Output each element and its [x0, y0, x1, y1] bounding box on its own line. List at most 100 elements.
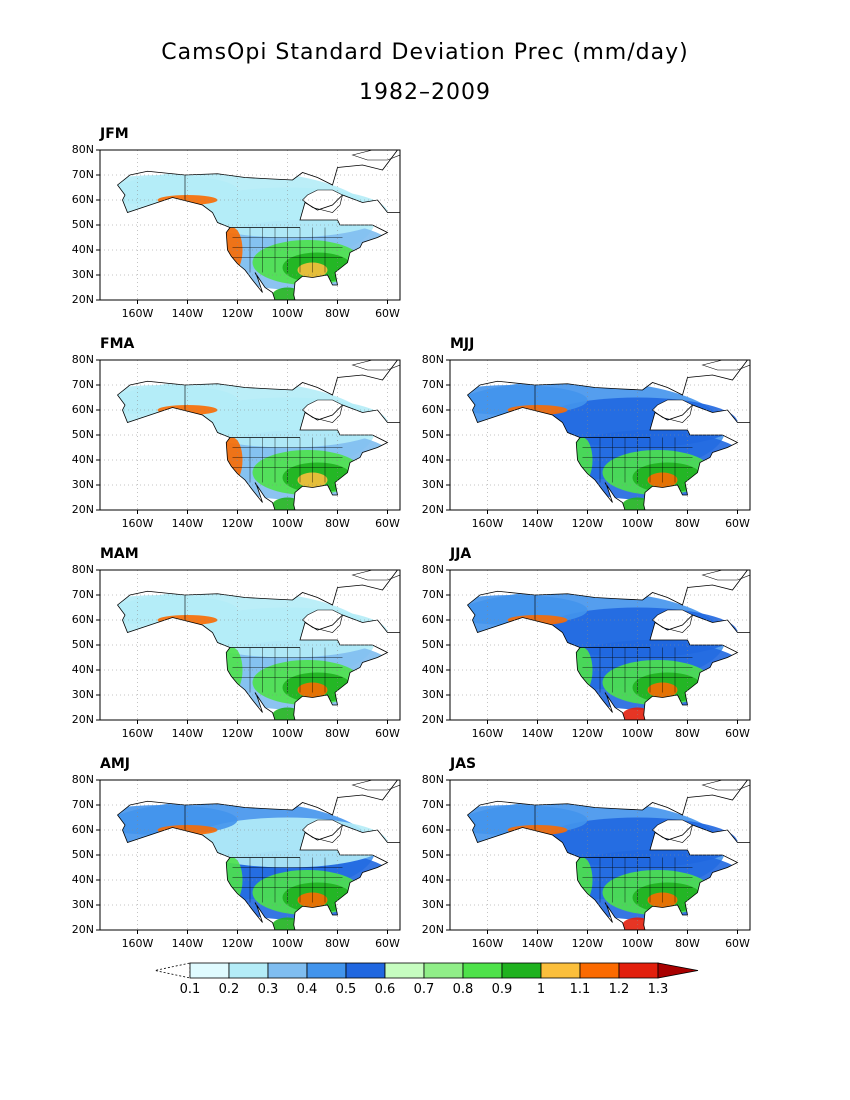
lat-tick-label: 50N — [421, 848, 444, 861]
lat-tick-label: 40N — [71, 663, 94, 676]
lon-tick-label: 160W — [121, 517, 154, 530]
lon-tick-label: 160W — [471, 727, 504, 740]
lat-tick-label: 30N — [71, 898, 94, 911]
lon-tick-label: 60W — [375, 937, 400, 950]
lon-tick-label: 100W — [271, 937, 304, 950]
colorbar-label: 0.1 — [179, 982, 201, 997]
lon-tick-label: 120W — [571, 727, 604, 740]
lat-tick-label: 20N — [71, 293, 94, 306]
panel-label: JJA — [450, 546, 472, 562]
lat-tick-label: 80N — [421, 773, 444, 786]
lon-tick-label: 160W — [471, 517, 504, 530]
chart-period: 1982–2009 — [359, 80, 491, 105]
lat-tick-label: 30N — [421, 688, 444, 701]
panel-label: FMA — [100, 336, 135, 352]
map-panel-amj: AMJ 80N 70N 60N 50N 40N 30N 20N 160W 140W 120W 100W… — [50, 756, 420, 960]
lat-tick-label: 30N — [421, 478, 444, 491]
lon-tick-label: 80W — [325, 517, 350, 530]
lon-tick-label: 60W — [725, 937, 750, 950]
lon-tick-label: 140W — [521, 937, 554, 950]
colorbar-swatch — [267, 962, 308, 979]
lat-tick-label: 60N — [71, 823, 94, 836]
lat-tick-label: 70N — [71, 378, 94, 391]
lat-tick-label: 50N — [421, 638, 444, 651]
map-panel-fma: FMA 80N 70N 60N 50N 40N 30N 20N 160W 140W 120W 100W… — [50, 336, 420, 540]
colorbar: 0.1 0.2 0.3 0.4 0.5 0.6 0.7 0.8 0.9 1 1.1 1.2 1.3 — [150, 960, 710, 1010]
lat-tick-label: 50N — [71, 428, 94, 441]
lat-tick-label: 30N — [71, 268, 94, 281]
lon-tick-label: 100W — [621, 517, 654, 530]
colorbar-label: 0.3 — [257, 982, 279, 997]
lat-tick-label: 80N — [421, 353, 444, 366]
panel-label: JAS — [450, 756, 477, 772]
lat-tick-label: 20N — [421, 923, 444, 936]
panel-label: AMJ — [100, 756, 130, 772]
colorbar-label: 0.2 — [218, 982, 240, 997]
panel-label: MJJ — [450, 336, 475, 352]
lon-tick-label: 80W — [325, 307, 350, 320]
lat-tick-label: 80N — [71, 143, 94, 156]
lat-tick-label: 40N — [71, 873, 94, 886]
lon-tick-label: 120W — [571, 517, 604, 530]
map-panel-jas: JAS 80N 70N 60N 50N 40N 30N 20N 160W 140W 120W 100W… — [400, 756, 770, 960]
lat-tick-label: 50N — [421, 428, 444, 441]
lon-tick-label: 100W — [271, 517, 304, 530]
lat-tick-label: 30N — [71, 688, 94, 701]
lon-tick-label: 140W — [521, 517, 554, 530]
lat-tick-label: 80N — [71, 353, 94, 366]
colorbar-label: 0.5 — [335, 982, 357, 997]
colorbar-swatch — [501, 962, 542, 979]
lon-tick-label: 120W — [571, 937, 604, 950]
colorbar-label: 0.9 — [491, 982, 513, 997]
lon-tick-label: 100W — [271, 727, 304, 740]
chart-title: CamsOpi Standard Deviation Prec (mm/day) — [161, 40, 689, 65]
lat-tick-label: 50N — [71, 218, 94, 231]
lat-tick-label: 60N — [71, 193, 94, 206]
colorbar-label: 0.8 — [452, 982, 474, 997]
colorbar-label: 1.2 — [608, 982, 630, 997]
colorbar-swatch — [423, 962, 464, 979]
colorbar-swatch — [579, 962, 620, 979]
colorbar-label: 0.4 — [296, 982, 318, 997]
lat-tick-label: 60N — [421, 823, 444, 836]
lat-tick-label: 70N — [421, 588, 444, 601]
lat-tick-label: 70N — [71, 168, 94, 181]
lon-tick-label: 140W — [171, 517, 204, 530]
lon-tick-label: 140W — [521, 727, 554, 740]
lat-tick-label: 40N — [71, 243, 94, 256]
lon-tick-label: 140W — [171, 727, 204, 740]
lat-tick-label: 60N — [71, 403, 94, 416]
lon-tick-label: 160W — [121, 727, 154, 740]
lat-tick-label: 50N — [71, 848, 94, 861]
lon-tick-label: 160W — [121, 307, 154, 320]
colorbar-swatches — [154, 962, 699, 979]
lat-tick-label: 30N — [71, 478, 94, 491]
colorbar-lower-arrow — [154, 962, 191, 979]
map-panel-jja: JJA 80N 70N 60N 50N 40N 30N 20N 160W 140W 120W 100W… — [400, 546, 770, 750]
colorbar-upper-arrow — [657, 962, 699, 979]
lon-tick-label: 80W — [675, 727, 700, 740]
lat-tick-label: 20N — [421, 503, 444, 516]
lat-tick-label: 40N — [421, 663, 444, 676]
lon-tick-label: 60W — [725, 727, 750, 740]
lon-tick-label: 60W — [725, 517, 750, 530]
colorbar-swatch — [618, 962, 659, 979]
lat-tick-label: 40N — [71, 453, 94, 466]
lat-tick-label: 80N — [71, 563, 94, 576]
lon-tick-label: 60W — [375, 307, 400, 320]
lat-tick-label: 70N — [421, 378, 444, 391]
lat-tick-label: 20N — [421, 713, 444, 726]
colorbar-swatch — [384, 962, 425, 979]
map-panel-mam: MAM 80N 70N 60N 50N 40N 30N 20N 160W 140W 120W 100W… — [50, 546, 420, 750]
lon-tick-label: 120W — [221, 937, 254, 950]
colorbar-swatch — [540, 962, 581, 979]
map-svg — [96, 359, 401, 514]
lon-tick-label: 80W — [675, 517, 700, 530]
lat-tick-label: 70N — [71, 798, 94, 811]
lon-tick-label: 80W — [675, 937, 700, 950]
colorbar-label: 1.1 — [569, 982, 591, 997]
lat-tick-label: 60N — [421, 613, 444, 626]
colorbar-swatch — [345, 962, 386, 979]
lon-tick-label: 100W — [271, 307, 304, 320]
lon-tick-label: 100W — [621, 727, 654, 740]
